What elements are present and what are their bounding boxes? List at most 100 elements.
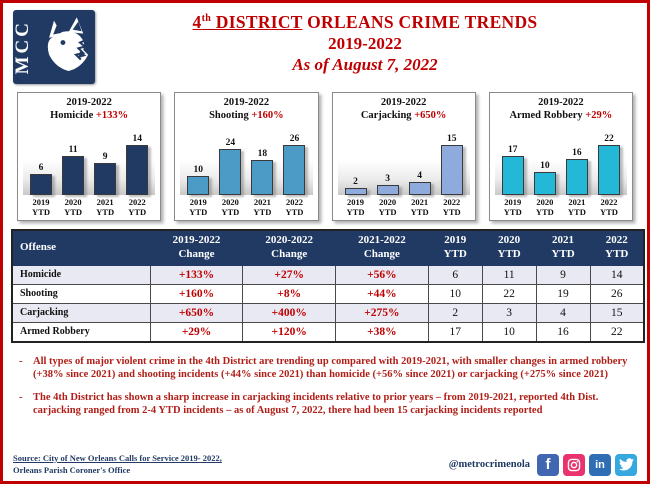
bullet-text: All types of major violent crime in the … <box>33 355 628 381</box>
x-axis-label: 2021 YTD <box>567 196 586 217</box>
x-axis-label: 2019 YTD <box>32 196 50 217</box>
chart-offense-label: Carjacking <box>360 109 412 121</box>
bar-column: 15 <box>438 134 465 195</box>
bar <box>344 187 367 195</box>
x-axis-label: 2021 YTD <box>253 196 272 217</box>
bar-value-label: 18 <box>257 148 268 159</box>
x-axis-label: 2021 YTD <box>96 196 115 217</box>
offense-cell: Shooting <box>11 283 151 304</box>
ytd-cell: 15 <box>589 302 645 323</box>
linkedin-icon[interactable]: in <box>589 453 611 476</box>
bullet-item: - The 4th District has shown a sharp inc… <box>19 391 629 418</box>
source-line1: Source: City of New Orleans Calls for Se… <box>13 453 222 464</box>
bar-value-label: 16 <box>572 147 582 158</box>
social-bar: @metrocrimenola f in <box>449 453 637 476</box>
column-header: 2019-2022 Change <box>149 229 244 266</box>
source-citation: Source: City of New Orleans Calls for Se… <box>13 453 222 476</box>
x-axis-label: 2019 YTD <box>189 196 208 217</box>
header: MCC 4th DISTRICT ORLEANS CRIME TRENDS 20… <box>3 3 647 89</box>
x-axis-labels: 2019 YTD 2020 YTD 2021 YTD 2022 YTD <box>180 195 312 217</box>
bar-value-label: 10 <box>193 164 204 175</box>
bar-column: 11 <box>60 145 87 195</box>
chart-offense-label: Homicide <box>50 109 94 121</box>
footer: Source: City of New Orleans Calls for Se… <box>3 451 647 481</box>
chart-offense-label: Armed Robbery <box>509 109 583 121</box>
bar-value-label: 2 <box>353 176 358 187</box>
bar-plot: 17 10 16 22 <box>494 122 627 195</box>
bar-value-label: 24 <box>225 137 236 148</box>
chart-pct-label: +160% <box>251 109 284 121</box>
chart-panel-homicide: 2019-2022 Homicide +133% 6 11 9 14 2019 YTD 2… <box>17 92 162 221</box>
wolf-icon <box>47 17 89 72</box>
change-cell: +120% <box>242 321 337 342</box>
x-axis-labels: 2019 YTD 2020 YTD 2021 YTD 2022 YTD <box>495 195 627 217</box>
bar <box>283 144 306 195</box>
title-block: 4th DISTRICT ORLEANS CRIME TRENDS 2019-2… <box>95 10 635 75</box>
mcc-logo-text: MCC <box>12 19 33 75</box>
table-row: Homicide +133% +27% +56% 6 11 9 14 <box>11 264 645 285</box>
offense-table: Offense 2019-2022 Change 2020-2022 Change 202… <box>11 229 645 343</box>
bar-column: 2 <box>342 177 369 195</box>
source-line2: Orleans Parish Coroner's Office <box>13 464 131 475</box>
column-header: 2021 YTD <box>535 229 591 266</box>
instagram-icon[interactable] <box>563 453 585 476</box>
column-header: Offense <box>11 229 151 266</box>
ytd-cell: 10 <box>427 283 483 304</box>
bullet-text: The 4th District has shown a sharp incre… <box>33 391 599 417</box>
bar <box>62 155 85 195</box>
bar-plot: 10 24 18 26 <box>180 122 313 195</box>
bar <box>565 158 588 195</box>
bar-column: 18 <box>249 149 276 195</box>
chart-period-label: 2019-2022 <box>66 97 112 108</box>
offense-cell: Homicide <box>11 264 151 285</box>
bullet-dash: - <box>19 391 23 403</box>
x-axis-label: 2022 YTD <box>128 196 147 217</box>
x-axis-label: 2022 YTD <box>442 196 461 217</box>
bar <box>187 175 210 195</box>
bar-column: 10 <box>531 161 558 195</box>
mcc-logo: MCC <box>12 10 95 84</box>
ytd-cell: 14 <box>589 264 645 285</box>
change-cell: +650% <box>149 302 244 323</box>
bar-column: 4 <box>406 171 433 195</box>
bar-column: 9 <box>92 152 119 195</box>
bar-value-label: 10 <box>540 160 550 171</box>
x-axis-label: 2022 YTD <box>599 196 618 217</box>
ytd-cell: 10 <box>481 321 537 342</box>
bar <box>408 181 431 195</box>
chart-pct-label: +29% <box>585 109 613 121</box>
bar-value-label: 15 <box>446 133 457 144</box>
x-axis-label: 2020 YTD <box>378 196 397 217</box>
x-axis-label: 2019 YTD <box>346 196 365 217</box>
bar-value-label: 9 <box>102 151 108 162</box>
chart-pct-label: +133% <box>95 109 129 121</box>
offense-cell: Carjacking <box>11 302 151 323</box>
page-title-years: 2019-2022 <box>328 34 402 53</box>
bar-plot: 6 11 9 14 <box>23 122 156 195</box>
bar <box>501 155 524 195</box>
x-axis-labels: 2019 YTD 2020 YTD 2021 YTD 2022 YTD <box>338 195 470 217</box>
bar <box>126 144 149 195</box>
change-cell: +38% <box>335 321 429 342</box>
offense-cell: Armed Robbery <box>11 321 151 342</box>
x-axis-labels: 2019 YTD 2020 YTD 2021 YTD 2022 YTD <box>23 195 155 217</box>
change-cell: +56% <box>335 264 429 285</box>
ytd-cell: 19 <box>535 283 591 304</box>
bar <box>94 162 117 195</box>
bar-column: 6 <box>28 163 55 195</box>
column-header: 2020 YTD <box>481 229 537 266</box>
bar-column: 10 <box>185 165 212 195</box>
table-row: Armed Robbery +29% +120% +38% 17 10 16 22 <box>11 321 645 342</box>
change-cell: +275% <box>335 302 429 323</box>
bar-value-label: 26 <box>289 133 300 144</box>
bar-value-label: 3 <box>385 173 390 184</box>
bar-value-label: 22 <box>604 133 614 144</box>
bar <box>30 173 53 195</box>
bullet-item: - All types of major violent crime in th… <box>19 355 629 382</box>
facebook-icon[interactable]: f <box>537 453 559 476</box>
change-cell: +400% <box>242 302 337 323</box>
chart-pct-label: +650% <box>414 109 447 121</box>
twitter-icon[interactable] <box>615 453 637 476</box>
ytd-cell: 22 <box>481 283 537 304</box>
